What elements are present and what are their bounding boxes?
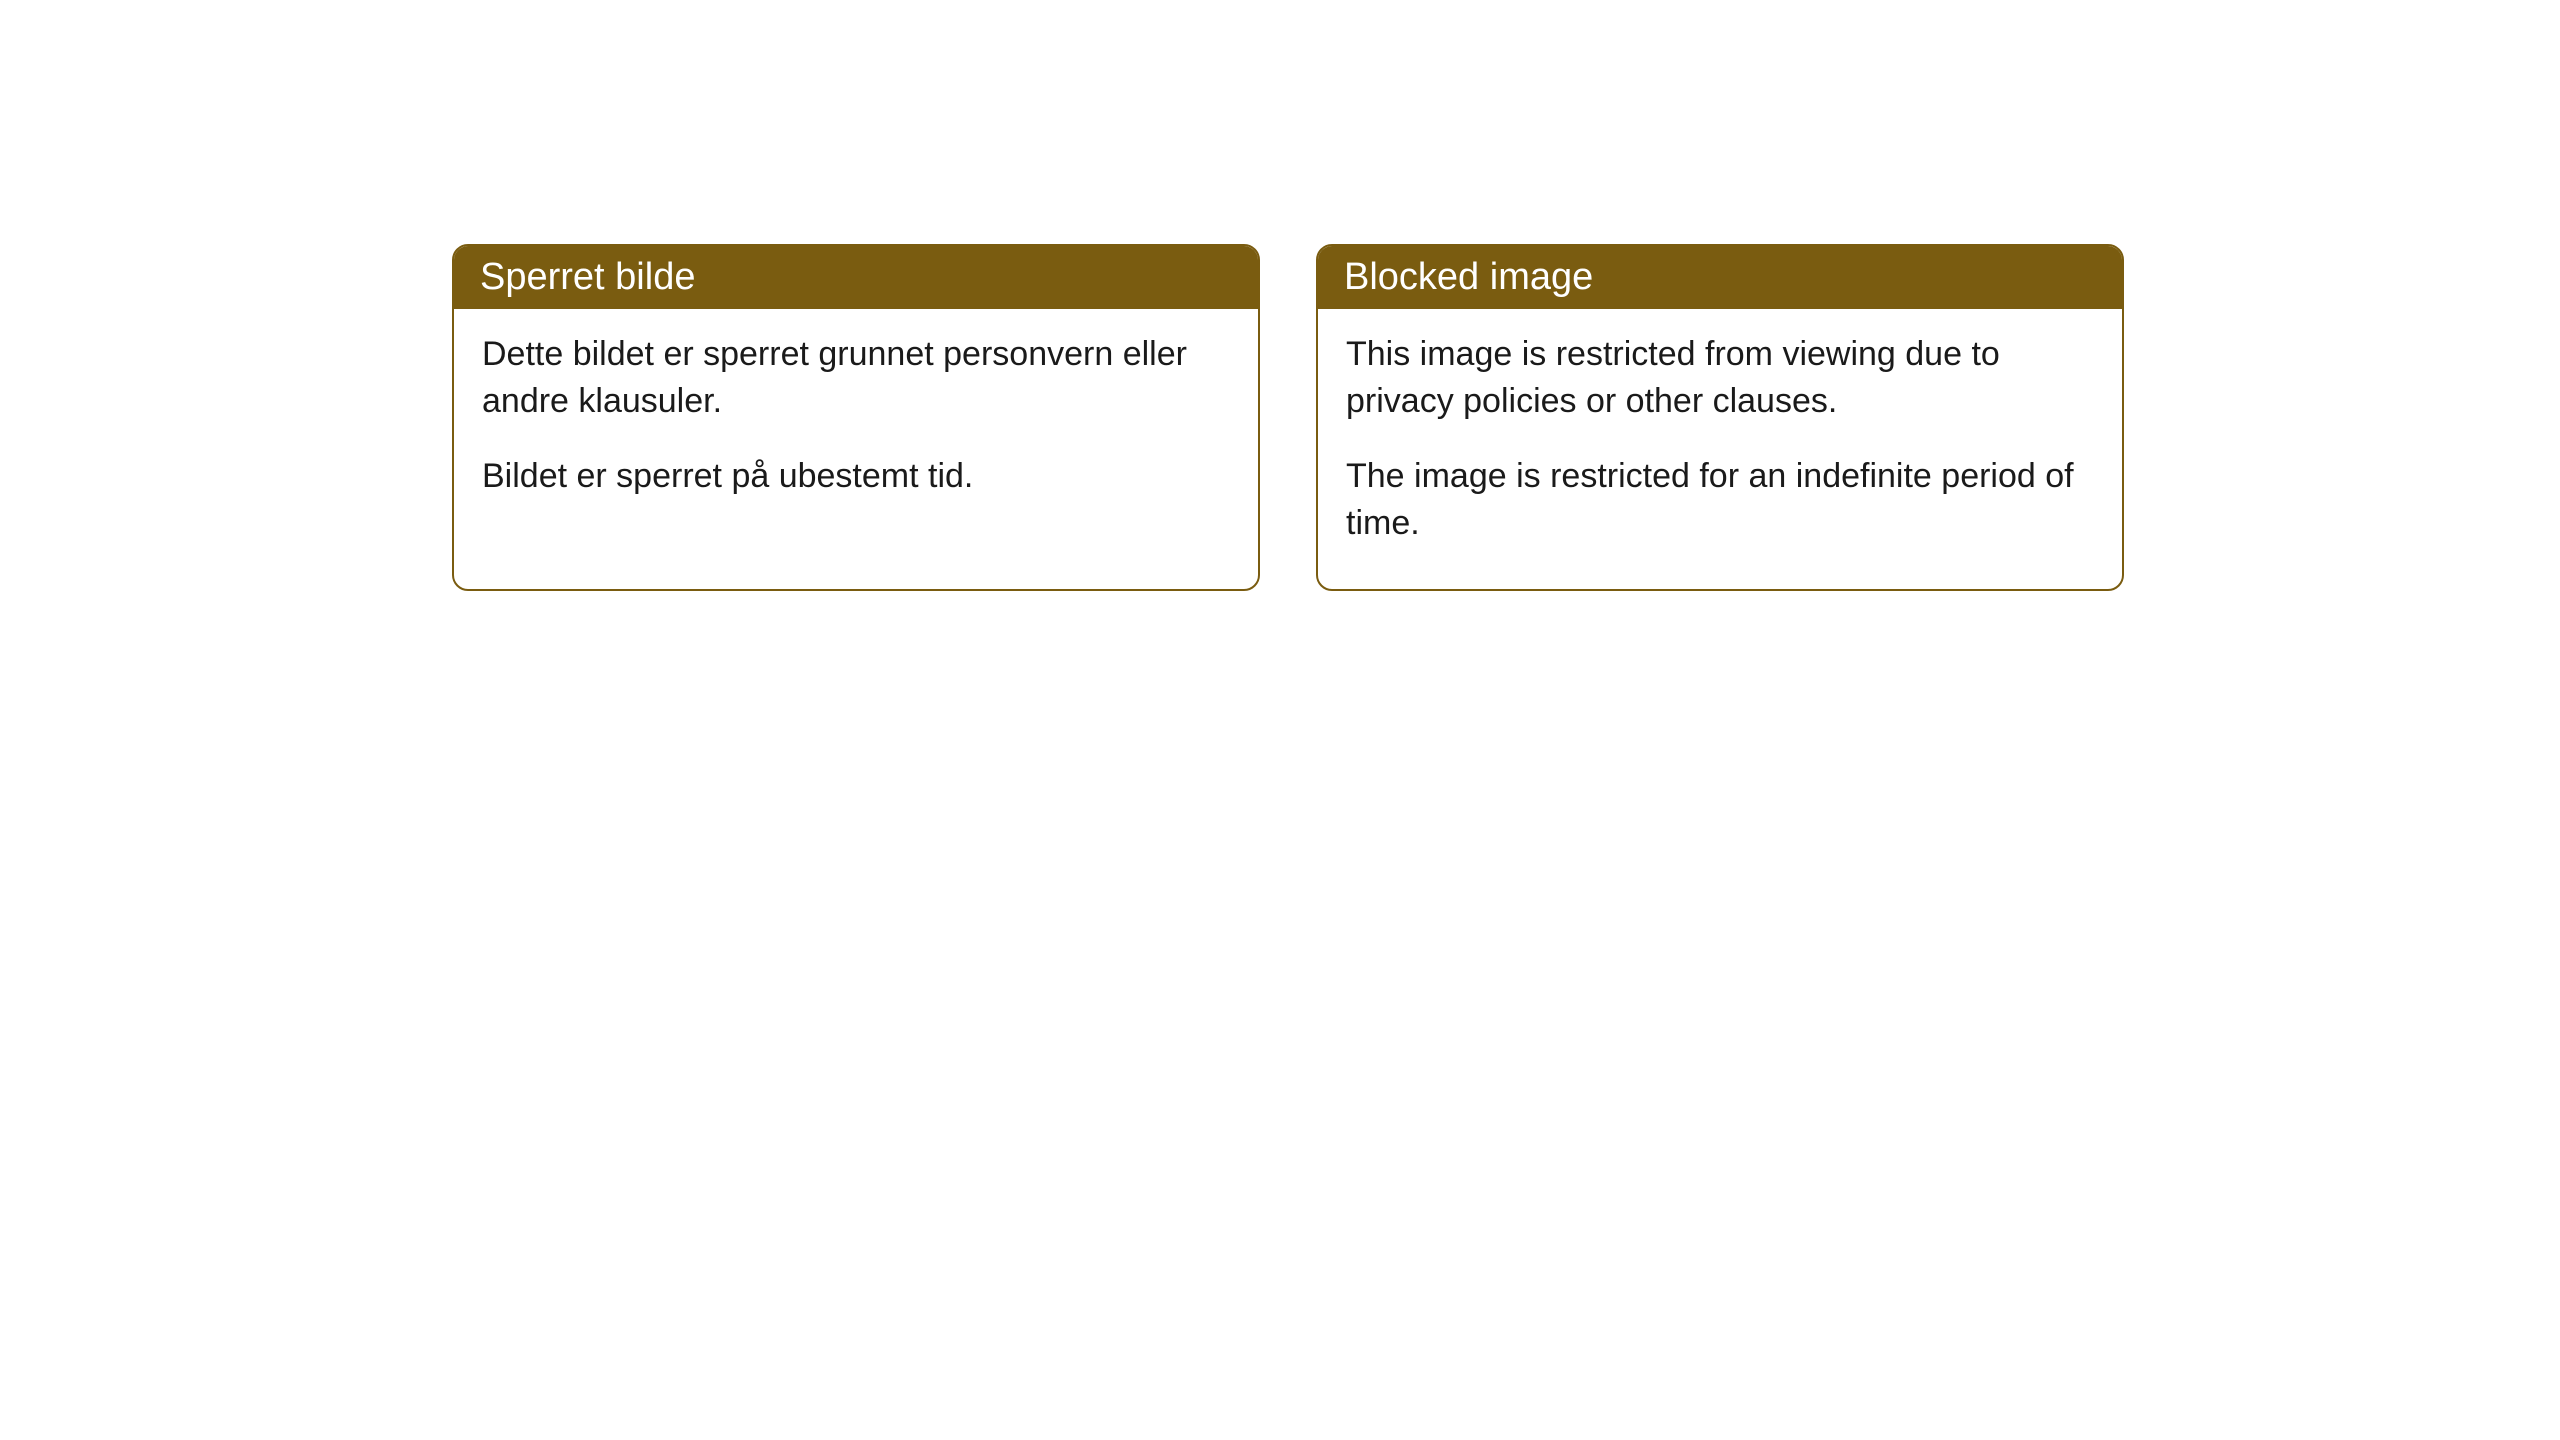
card-header: Blocked image bbox=[1318, 246, 2122, 309]
card-title: Blocked image bbox=[1344, 256, 1593, 298]
notice-cards-container: Sperret bilde Dette bildet er sperret gr… bbox=[0, 0, 2560, 591]
card-paragraph-1: This image is restricted from viewing du… bbox=[1346, 331, 2094, 425]
card-header: Sperret bilde bbox=[454, 246, 1258, 309]
notice-card-norwegian: Sperret bilde Dette bildet er sperret gr… bbox=[452, 244, 1260, 591]
card-paragraph-2: The image is restricted for an indefinit… bbox=[1346, 453, 2094, 547]
notice-card-english: Blocked image This image is restricted f… bbox=[1316, 244, 2124, 591]
card-title: Sperret bilde bbox=[480, 256, 695, 298]
card-body: This image is restricted from viewing du… bbox=[1318, 309, 2122, 589]
card-paragraph-1: Dette bildet er sperret grunnet personve… bbox=[482, 331, 1230, 425]
card-paragraph-2: Bildet er sperret på ubestemt tid. bbox=[482, 453, 1230, 500]
card-body: Dette bildet er sperret grunnet personve… bbox=[454, 309, 1258, 542]
